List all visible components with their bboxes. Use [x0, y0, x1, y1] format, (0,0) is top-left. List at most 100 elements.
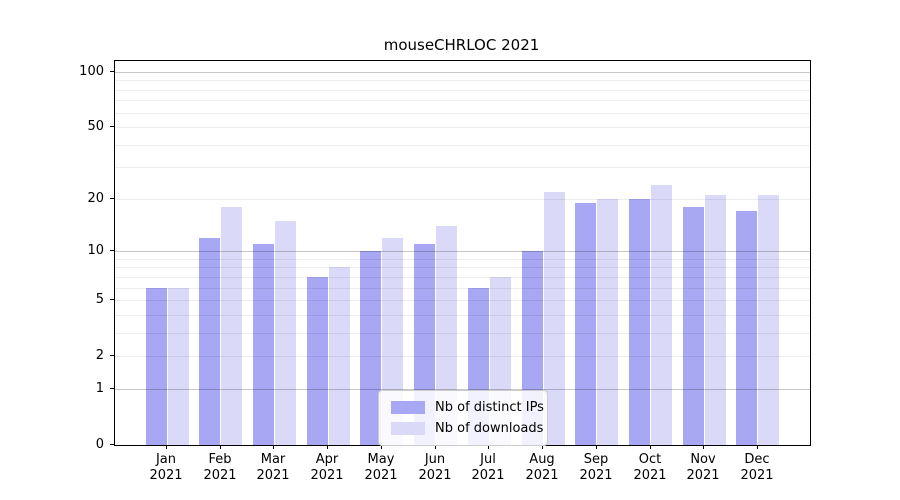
gridline-30: [115, 167, 810, 168]
gridline-4: [115, 315, 810, 316]
bar-distinct-ips-jan: [145, 287, 167, 445]
bar-downloads-feb: [221, 207, 243, 445]
bar-downloads-dec: [758, 195, 780, 445]
gridline-2: [115, 356, 810, 357]
plot-area: [114, 60, 811, 446]
legend-label-downloads: Nb of downloads: [435, 421, 544, 436]
y-tick-label-5: 5: [95, 292, 104, 307]
x-tick-label-aug: Aug 2021: [510, 452, 574, 484]
gridline-20: [115, 199, 810, 200]
x-tick-month: Feb: [208, 452, 232, 467]
x-tick-jun: [435, 445, 436, 449]
x-tick-year: 2021: [310, 468, 344, 483]
y-tick-label-100: 100: [79, 64, 104, 79]
x-tick-month: Sep: [583, 452, 609, 467]
legend-swatch-downloads: [391, 422, 425, 435]
gridline-9: [115, 259, 810, 260]
gridline-10: [115, 251, 810, 252]
x-tick-month: Dec: [744, 452, 770, 467]
x-tick-month: Aug: [529, 452, 555, 467]
x-tick-label-sep: Sep 2021: [564, 452, 628, 484]
x-tick-dec: [757, 445, 758, 449]
x-tick-year: 2021: [525, 468, 559, 483]
gridline-40: [115, 145, 810, 146]
x-tick-month: Jul: [480, 452, 496, 467]
bar-distinct-ips-may: [360, 251, 382, 445]
bar-distinct-ips-oct: [629, 198, 651, 445]
x-tick-month: May: [367, 452, 395, 467]
legend-label-distinct-ips: Nb of distinct IPs: [435, 400, 544, 415]
x-tick-label-nov: Nov 2021: [671, 452, 735, 484]
gridline-5: [115, 300, 810, 301]
x-tick-label-may: May 2021: [349, 452, 413, 484]
bar-distinct-ips-apr: [306, 276, 328, 445]
bar-distinct-ips-nov: [682, 207, 704, 445]
chart-title: mouseCHRLOC 2021: [383, 36, 540, 54]
x-tick-year: 2021: [203, 468, 237, 483]
x-tick-year: 2021: [579, 468, 613, 483]
bar-downloads-aug: [543, 191, 565, 445]
bar-downloads-mar: [274, 220, 296, 445]
bar-distinct-ips-sep: [575, 202, 597, 445]
x-tick-month: Jun: [424, 452, 446, 467]
bar-downloads-jan: [167, 287, 189, 445]
x-tick-mar: [273, 445, 274, 449]
gridline-6: [115, 288, 810, 289]
gridline-1: [115, 389, 810, 390]
legend-swatch-distinct-ips: [391, 401, 425, 414]
x-tick-aug: [542, 445, 543, 449]
legend-row-downloads: Nb of downloads: [391, 418, 543, 439]
x-tick-label-jan: Jan 2021: [134, 452, 198, 484]
x-tick-month: Jan: [155, 452, 177, 467]
x-tick-month: Mar: [260, 452, 286, 467]
bar-downloads-nov: [704, 195, 726, 445]
x-tick-year: 2021: [740, 468, 774, 483]
y-tick-label-20: 20: [87, 191, 104, 206]
y-tick-label-2: 2: [95, 348, 104, 363]
x-tick-label-jul: Jul 2021: [456, 452, 520, 484]
legend: Nb of distinct IPs Nb of downloads: [378, 390, 548, 446]
gridline-8: [115, 267, 810, 268]
legend-row-distinct-ips: Nb of distinct IPs: [391, 397, 544, 418]
gridline-7: [115, 277, 810, 278]
x-tick-year: 2021: [418, 468, 452, 483]
x-tick-sep: [596, 445, 597, 449]
y-tick-label-1: 1: [95, 381, 104, 396]
bar-distinct-ips-dec: [736, 211, 758, 445]
x-tick-month: Apr: [315, 452, 339, 467]
y-tick-10: [110, 250, 114, 251]
gridline-80: [115, 90, 810, 91]
gridline-60: [115, 113, 810, 114]
y-tick-label-10: 10: [87, 243, 104, 258]
y-tick-1: [110, 388, 114, 389]
y-tick-0: [110, 444, 114, 445]
x-tick-nov: [703, 445, 704, 449]
gridline-90: [115, 80, 810, 81]
gridline-70: [115, 100, 810, 101]
x-tick-label-jun: Jun 2021: [403, 452, 467, 484]
bar-distinct-ips-feb: [199, 237, 221, 445]
bar-distinct-ips-mar: [252, 244, 274, 445]
y-tick-50: [110, 126, 114, 127]
y-tick-5: [110, 299, 114, 300]
x-tick-may: [381, 445, 382, 449]
y-tick-20: [110, 198, 114, 199]
bar-downloads-apr: [328, 267, 350, 445]
x-tick-jan: [166, 445, 167, 449]
x-tick-year: 2021: [256, 468, 290, 483]
x-tick-apr: [327, 445, 328, 449]
y-tick-2: [110, 355, 114, 356]
x-tick-jul: [488, 445, 489, 449]
gridline-50: [115, 127, 810, 128]
x-tick-year: 2021: [686, 468, 720, 483]
bar-downloads-oct: [651, 184, 673, 445]
x-tick-year: 2021: [471, 468, 505, 483]
x-tick-label-mar: Mar 2021: [241, 452, 305, 484]
gridline-3: [115, 333, 810, 334]
x-tick-year: 2021: [149, 468, 183, 483]
x-tick-label-oct: Oct 2021: [618, 452, 682, 484]
x-tick-oct: [650, 445, 651, 449]
x-tick-year: 2021: [633, 468, 667, 483]
x-tick-feb: [220, 445, 221, 449]
